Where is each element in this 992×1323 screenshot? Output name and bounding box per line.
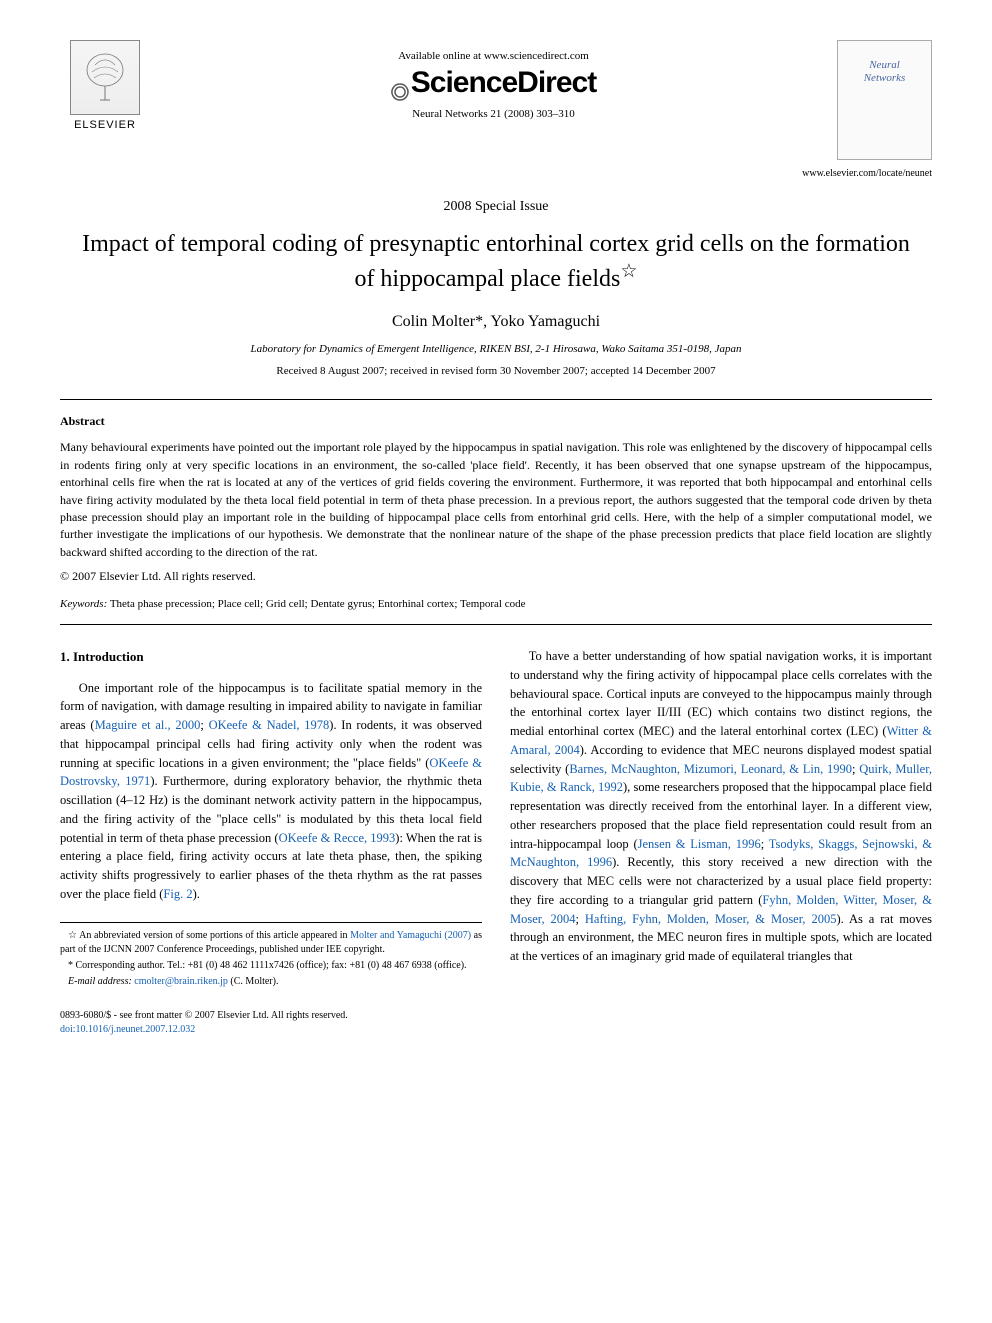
citation-barnes[interactable]: Barnes, McNaughton, Mizumori, Leonard, &…	[569, 762, 852, 776]
cover-line2: Networks	[864, 72, 906, 84]
fn1a: ☆ An abbreviated version of some portion…	[68, 930, 350, 941]
r1: To have a better understanding of how sp…	[510, 649, 932, 738]
citation-hafting[interactable]: Hafting, Fyhn, Molden, Moser, & Moser, 2…	[585, 912, 837, 926]
title-footnote-marker: ☆	[620, 261, 637, 282]
footnotes: ☆ An abbreviated version of some portion…	[60, 922, 482, 989]
elsevier-tree-icon	[70, 40, 140, 115]
doi-link[interactable]: doi:10.1016/j.neunet.2007.12.032	[60, 1023, 932, 1037]
cover-line1: Neural	[869, 59, 900, 71]
available-online-text: Available online at www.sciencedirect.co…	[150, 50, 837, 62]
keywords-list: Theta phase precession; Place cell; Grid…	[107, 598, 525, 610]
r7: ;	[576, 912, 585, 926]
journal-cover: Neural Networks	[837, 40, 932, 160]
footnote-3: E-mail address: cmolter@brain.riken.jp (…	[60, 975, 482, 989]
header-row: ELSEVIER Available online at www.science…	[60, 40, 932, 160]
keywords-label: Keywords:	[60, 598, 107, 610]
keywords: Keywords: Theta phase precession; Place …	[60, 598, 932, 610]
body-columns: 1. Introduction One important role of th…	[60, 647, 932, 991]
abstract-text: Many behavioural experiments have pointe…	[60, 439, 932, 561]
divider-bottom	[60, 624, 932, 625]
sd-swirl-icon	[391, 75, 409, 93]
footnote-2: * Corresponding author. Tel.: +81 (0) 48…	[60, 959, 482, 973]
t6: ).	[193, 887, 200, 901]
intro-heading: 1. Introduction	[60, 647, 482, 667]
r5: ;	[761, 837, 769, 851]
citation-maguire[interactable]: Maguire et al., 2000	[95, 718, 201, 732]
t2: ;	[200, 718, 208, 732]
abstract-copyright: © 2007 Elsevier Ltd. All rights reserved…	[60, 569, 932, 584]
citation-okeefe-recce[interactable]: OKeefe & Recce, 1993	[279, 831, 396, 845]
elsevier-logo: ELSEVIER	[60, 40, 150, 131]
fn3b: (C. Molter).	[228, 976, 279, 987]
citation-okeefe-nadel[interactable]: OKeefe & Nadel, 1978	[209, 718, 330, 732]
footnote-1: ☆ An abbreviated version of some portion…	[60, 929, 482, 957]
citation-jensen[interactable]: Jensen & Lisman, 1996	[638, 837, 761, 851]
elsevier-label: ELSEVIER	[74, 119, 136, 131]
sciencedirect-text: ScienceDirect	[411, 66, 596, 99]
article-title: Impact of temporal coding of presynaptic…	[60, 229, 932, 295]
column-right: To have a better understanding of how sp…	[510, 647, 932, 991]
authors: Colin Molter*, Yoko Yamaguchi	[60, 313, 932, 331]
title-text: Impact of temporal coding of presynaptic…	[82, 231, 910, 292]
intro-paragraph-1: One important role of the hippocampus is…	[60, 679, 482, 904]
footnote-citation[interactable]: Molter and Yamaguchi (2007)	[350, 930, 471, 941]
divider-top	[60, 399, 932, 400]
center-header: Available online at www.sciencedirect.co…	[150, 40, 837, 120]
journal-cover-title: Neural Networks	[864, 59, 906, 85]
footer-copyright: 0893-6080/$ - see front matter © 2007 El…	[60, 1009, 932, 1023]
abstract-heading: Abstract	[60, 414, 932, 429]
column-left: 1. Introduction One important role of th…	[60, 647, 482, 991]
special-issue-label: 2008 Special Issue	[60, 199, 932, 215]
sciencedirect-logo: ScienceDirect	[150, 66, 837, 100]
journal-reference: Neural Networks 21 (2008) 303–310	[150, 108, 837, 120]
intro-paragraph-2: To have a better understanding of how sp…	[510, 647, 932, 966]
footer: 0893-6080/$ - see front matter © 2007 El…	[60, 1009, 932, 1037]
figure-ref-2[interactable]: Fig. 2	[163, 887, 192, 901]
submission-dates: Received 8 August 2007; received in revi…	[60, 365, 932, 377]
journal-url[interactable]: www.elsevier.com/locate/neunet	[60, 168, 932, 179]
email-link[interactable]: cmolter@brain.riken.jp	[134, 976, 228, 987]
affiliation: Laboratory for Dynamics of Emergent Inte…	[60, 343, 932, 355]
fn3a: E-mail address:	[68, 976, 134, 987]
